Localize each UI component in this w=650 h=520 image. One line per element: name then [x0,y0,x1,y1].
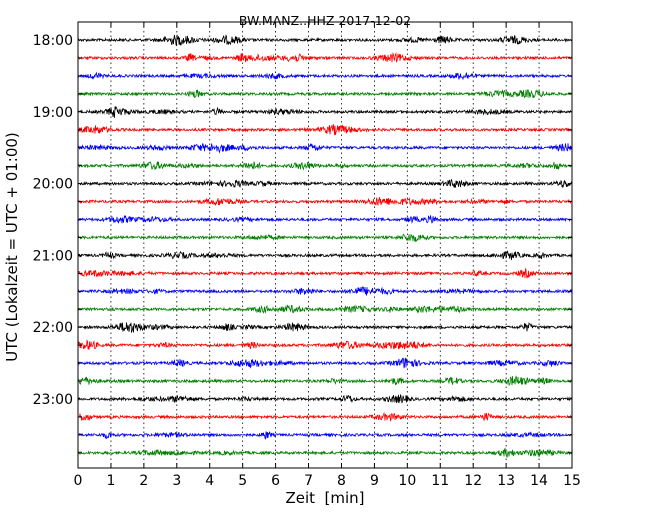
x-tick-label: 10 [398,473,416,489]
y-tick-label: 21:00 [33,248,73,264]
y-tick-label: 23:00 [33,392,73,408]
x-tick-label: 6 [271,473,280,489]
trace-1845 [77,89,573,99]
trace-1900 [77,106,573,118]
trace-2200 [77,322,573,333]
y-axis: 18:00 19:00 20:00 21:00 22:00 23:00 [33,33,572,454]
trace-2345 [77,447,573,459]
trace-2330 [77,431,573,440]
trace-1815 [77,52,573,63]
y-tick-label: 18:00 [33,33,73,49]
trace-2230 [77,357,573,369]
y-tick-label: 22:00 [33,320,73,336]
x-tick-label: 4 [205,473,214,489]
x-tick-label: 12 [464,473,482,489]
x-tick-label: 1 [106,473,115,489]
y-tick-label: 19:00 [33,105,73,121]
x-axis-label: Zeit [min] [285,489,364,507]
y-tick-label: 20:00 [33,177,73,193]
x-tick-label: 5 [238,473,247,489]
trace-1830 [77,71,573,80]
x-tick-label: 7 [304,473,313,489]
plot-frame [77,21,573,469]
x-tick-label: 15 [563,473,581,489]
trace-2000 [77,178,573,189]
x-tick-label: 9 [370,473,379,489]
x-tick-label: 2 [139,473,148,489]
x-tick-label: 3 [172,473,181,489]
trace-1930 [77,142,573,154]
trace-1915 [77,124,573,136]
x-tick-label: 13 [497,473,515,489]
trace-2300 [77,394,573,404]
trace-2245 [77,375,573,386]
trace-2030 [77,214,573,224]
trace-group [77,34,573,459]
trace-2115 [77,267,573,279]
trace-2215 [77,339,573,350]
trace-2145 [77,304,573,314]
x-axis: 0 1 2 3 4 5 6 7 8 9 10 11 12 13 14 15 [74,22,581,489]
trace-1945 [77,161,573,171]
x-tick-label: 0 [74,473,83,489]
trace-2045 [77,233,573,243]
trace-2130 [77,286,573,296]
trace-2315 [77,411,573,422]
y-axis-label: UTC (Lokalzeit = UTC + 01:00) [3,132,21,362]
x-tick-label: 8 [337,473,346,489]
trace-2100 [77,250,573,261]
x-tick-label: 14 [530,473,548,489]
trace-2015 [77,196,573,206]
x-tick-label: 11 [431,473,449,489]
chart-title: BW.MANZ..HHZ 2017-12-02 [239,13,411,28]
trace-1800 [77,34,573,47]
